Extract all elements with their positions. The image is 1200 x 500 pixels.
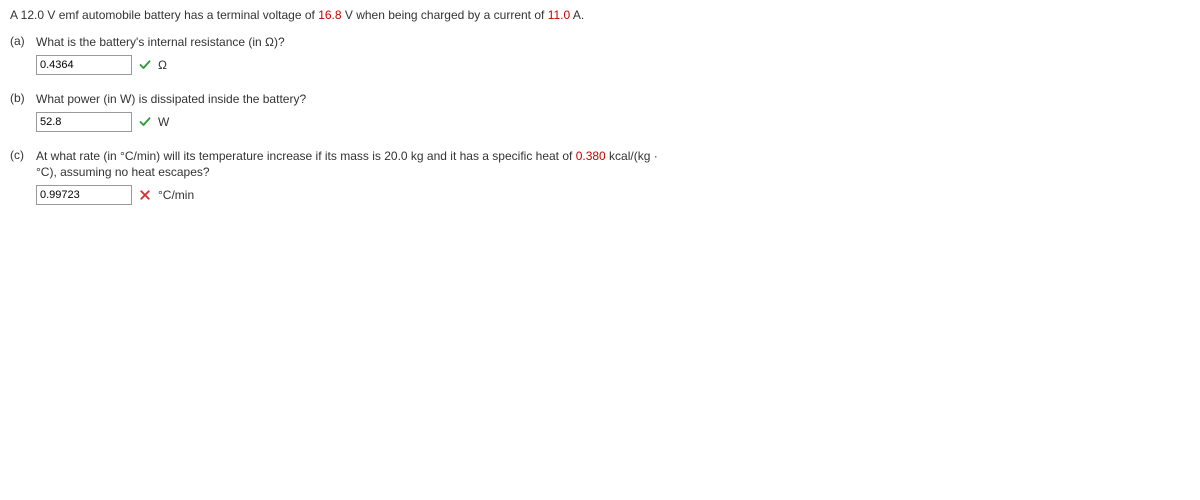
part-a: (a) What is the battery's internal resis… — [10, 34, 1190, 75]
part-c-question: At what rate (in °C/min) will its temper… — [36, 148, 676, 182]
check-icon — [138, 115, 152, 129]
part-a-question: What is the battery's internal resistanc… — [36, 34, 676, 51]
part-c-q-value-1: 0.380 — [576, 149, 606, 163]
part-c-label: (c) — [10, 148, 36, 162]
part-b-unit: W — [158, 115, 169, 129]
part-c: (c) At what rate (in °C/min) will its te… — [10, 148, 1190, 206]
check-icon — [138, 58, 152, 72]
part-a-label: (a) — [10, 34, 36, 48]
cross-icon — [138, 188, 152, 202]
part-c-input[interactable] — [36, 185, 132, 205]
part-b-input[interactable] — [36, 112, 132, 132]
intro-text-2: V when being charged by a current of — [342, 8, 548, 22]
part-c-q-text-1: At what rate (in °C/min) will its temper… — [36, 149, 576, 163]
part-c-unit: °C/min — [158, 188, 194, 202]
part-b-question: What power (in W) is dissipated inside t… — [36, 91, 676, 108]
intro-value-1: 16.8 — [318, 8, 341, 22]
intro-text-3: A. — [570, 8, 584, 22]
intro-text-1: A 12.0 V emf automobile battery has a te… — [10, 8, 318, 22]
intro-value-2: 11.0 — [548, 8, 570, 22]
problem-intro: A 12.0 V emf automobile battery has a te… — [10, 8, 1190, 22]
part-a-unit: Ω — [158, 58, 167, 72]
part-a-input[interactable] — [36, 55, 132, 75]
part-b: (b) What power (in W) is dissipated insi… — [10, 91, 1190, 132]
part-b-label: (b) — [10, 91, 36, 105]
